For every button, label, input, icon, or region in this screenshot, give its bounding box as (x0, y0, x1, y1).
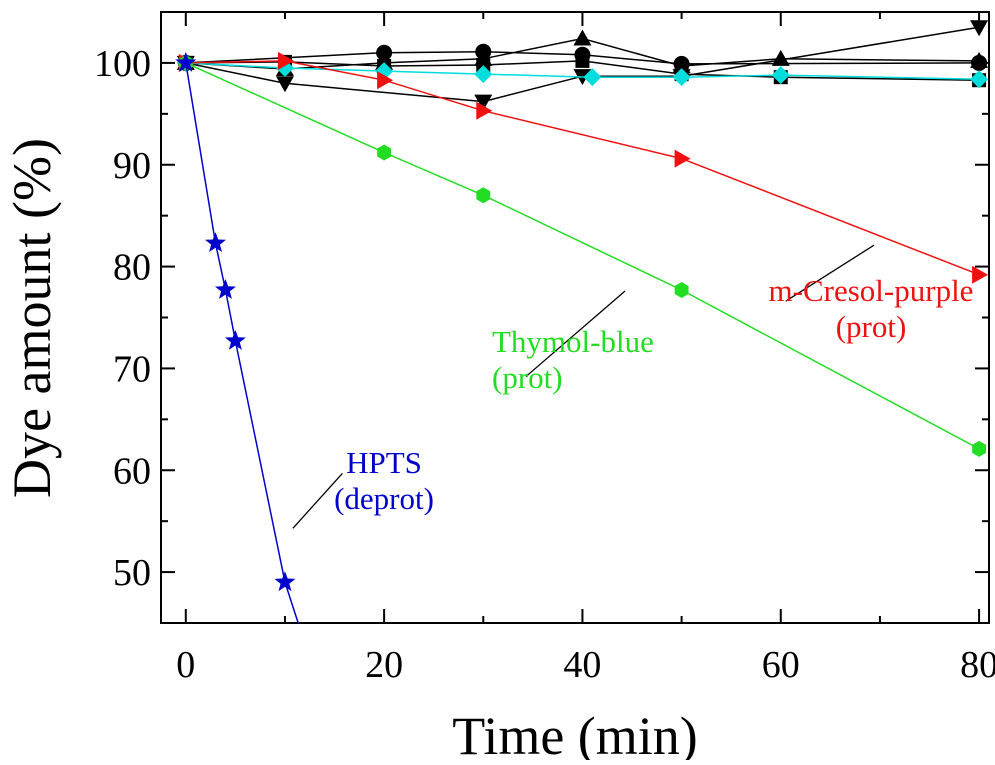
series-line (185, 62, 980, 80)
data-point (771, 66, 790, 85)
y-tick-label: 60 (113, 450, 151, 492)
series-m-cresol-purple-prot (178, 51, 989, 284)
data-point (474, 65, 493, 84)
x-tick-label: 20 (365, 644, 403, 686)
y-tick-label: 70 (113, 348, 151, 390)
data-point (205, 232, 227, 253)
data-point (672, 68, 691, 87)
series-label: (prot) (836, 309, 907, 344)
data-point (377, 144, 392, 161)
series-line (185, 26, 980, 103)
series-label: (deprot) (334, 481, 434, 516)
data-point (573, 29, 592, 46)
data-point (970, 70, 989, 89)
series-line (185, 50, 980, 65)
x-tick-label: 0 (176, 644, 195, 686)
data-point (476, 187, 491, 204)
data-point (275, 76, 294, 93)
data-point (224, 329, 246, 350)
annotation-leader-line (292, 472, 343, 529)
y-tick-label: 100 (94, 43, 151, 85)
series-thymol-blue-prot (178, 54, 987, 457)
series-layer (175, 20, 989, 623)
series-hpts-deprot (175, 51, 299, 623)
data-point (674, 149, 691, 168)
data-point (674, 282, 689, 299)
series-line (185, 62, 980, 450)
x-tick-label: 80 (960, 644, 995, 686)
annotation-leader-line (785, 244, 875, 302)
data-point (771, 49, 790, 66)
data-point (972, 265, 989, 284)
data-point (475, 43, 492, 60)
data-point (574, 46, 591, 63)
data-point (971, 54, 988, 71)
series-line (185, 62, 299, 623)
data-point (476, 101, 493, 120)
series-unlabeled-3 (176, 53, 989, 89)
ticks-layer: 0 20 40 60 80 50 60 70 80 90 100 (94, 12, 995, 686)
series-label: HPTS (346, 445, 422, 480)
series-line (185, 60, 980, 276)
data-point (375, 53, 394, 70)
data-point (583, 68, 602, 87)
x-tick-label: 40 (563, 644, 601, 686)
data-point (175, 51, 197, 72)
data-point (972, 440, 987, 457)
y-tick-label: 90 (113, 145, 151, 187)
data-point (474, 94, 493, 111)
x-axis-label: Time (min) (452, 706, 698, 760)
data-point (970, 20, 989, 37)
y-tick-label: 50 (113, 552, 151, 594)
series-label: Thymol-blue (492, 324, 654, 359)
annotation-leader-line (525, 290, 626, 378)
data-point (274, 571, 296, 592)
series-label: (prot) (492, 360, 563, 395)
y-tick-label: 80 (113, 247, 151, 289)
data-point (673, 55, 690, 72)
data-point (376, 44, 393, 61)
series-line (185, 60, 980, 81)
data-point (277, 51, 294, 70)
x-tick-label: 60 (762, 644, 800, 686)
annotation-layer: HPTS(deprot)Thymol-blue(prot)m-Cresol-pu… (292, 244, 974, 529)
data-point (377, 71, 394, 90)
data-point (214, 279, 236, 299)
series-label: m-Cresol-purple (769, 273, 974, 308)
y-axis-label: Dye amount (%) (2, 138, 62, 498)
